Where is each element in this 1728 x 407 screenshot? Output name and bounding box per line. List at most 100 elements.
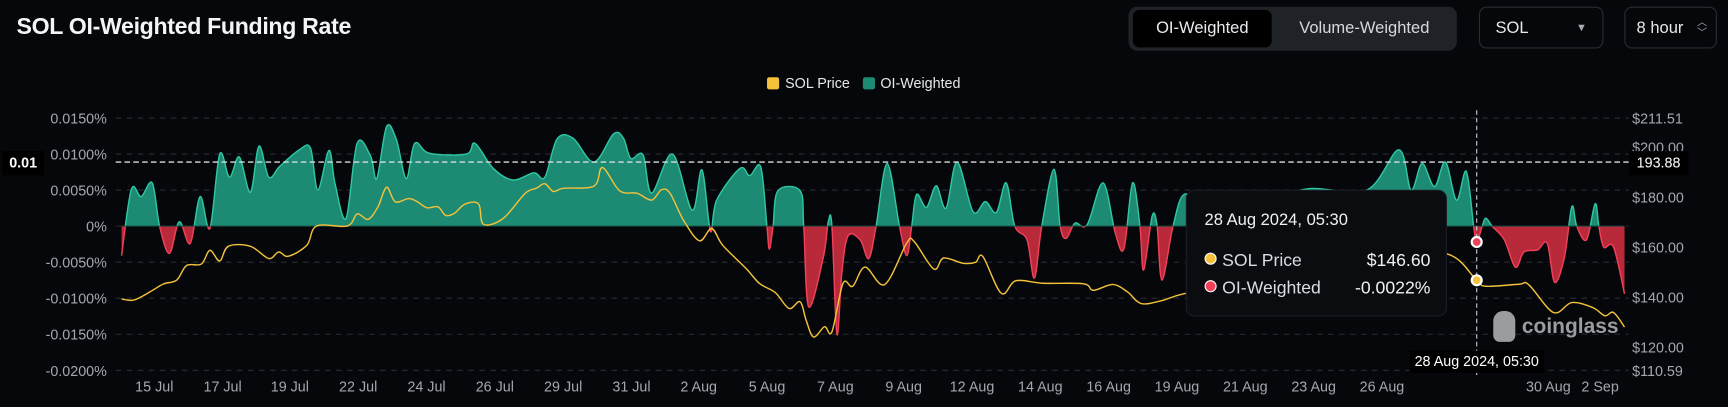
caret-down-icon: ▼	[1576, 22, 1587, 35]
x-axis-tick-label: 29 Jul	[544, 380, 582, 396]
left-axis-tick-label: -0.0150%	[46, 328, 108, 344]
oi-weighted-point	[1536, 249, 1538, 251]
sol-price-point	[524, 192, 526, 194]
oi-weighted-point	[925, 206, 927, 208]
tooltip-row-oi-weighted: OI-Weighted -0.0022%	[1204, 279, 1431, 299]
oi-weighted-point	[827, 221, 829, 223]
x-axis-tick-label: 7 Aug	[817, 380, 854, 396]
sol-price-point	[864, 266, 866, 268]
oi-weighted-point	[1476, 241, 1478, 243]
left-axis-tick-label: 0%	[86, 220, 107, 236]
legend-swatch	[767, 77, 780, 90]
sol-price-point	[444, 214, 446, 216]
oi-weighted-point	[151, 182, 153, 184]
oi-weighted-point	[556, 138, 558, 140]
oi-weighted-point	[268, 176, 270, 178]
sol-price-point	[722, 244, 724, 246]
oi-weighted-point	[868, 257, 870, 259]
sol-price-point	[1112, 283, 1114, 285]
x-axis-labels: 15 Jul 17 Jul 19 Jul 22 Jul 24 Jul 26 Jul 29 J…	[135, 380, 1619, 396]
oi-weighted-point	[1156, 225, 1158, 227]
oi-weighted-point	[875, 225, 877, 227]
interval-select-value: 8 hour	[1636, 18, 1684, 38]
oi-weighted-point	[808, 306, 810, 308]
sol-price-point	[367, 218, 369, 220]
oi-weighted-point	[984, 201, 986, 203]
oi-weighted-point	[209, 227, 211, 229]
legend-item-oi-weighted[interactable]: OI-Weighted	[862, 75, 960, 92]
right-axis-tick-label: $180.00	[1632, 190, 1684, 206]
coin-select-value: SOL	[1495, 18, 1529, 38]
oi-weighted-point	[1571, 206, 1573, 208]
sol-price-point	[544, 183, 546, 185]
oi-weighted-point	[1612, 246, 1614, 248]
crosshair-left-label: 0.01	[2, 151, 45, 176]
oi-weighted-point	[593, 161, 595, 163]
coin-select[interactable]: SOL ▼	[1478, 6, 1604, 49]
oi-weighted-point	[428, 152, 430, 154]
tooltip-row-sol-price: SOL Price $146.60	[1204, 251, 1430, 271]
sol-price-point	[535, 187, 537, 189]
sol-price-point	[974, 261, 976, 263]
x-axis-tick-label: 14 Aug	[1018, 380, 1063, 396]
oi-weighted-point	[1014, 225, 1016, 227]
sol-price-point	[287, 255, 289, 257]
oi-weighted-point	[847, 235, 849, 237]
sol-price-point	[502, 217, 504, 219]
sol-price-point	[823, 326, 825, 328]
oi-weighted-point	[1161, 279, 1163, 281]
left-axis-tick-label: 0.0150%	[50, 112, 107, 128]
oi-weighted-point	[189, 242, 191, 244]
oi-weighted-point	[1554, 281, 1556, 283]
sol-price-point	[377, 206, 379, 208]
oi-weighted-point	[768, 248, 770, 250]
sol-price-point	[1592, 306, 1594, 308]
x-axis-tick-label: 15 Jul	[135, 380, 173, 396]
oi-weighted-point	[258, 145, 260, 147]
oi-weighted-point	[1041, 225, 1043, 227]
oi-weighted-point	[334, 183, 336, 185]
oi-weighted-point	[906, 255, 908, 257]
oi-weighted-point	[760, 166, 762, 168]
sol-price-point	[227, 245, 229, 247]
x-axis-tick-label: 9 Aug	[885, 380, 922, 396]
oi-weighted-point	[544, 176, 546, 178]
oi-weighted-point	[1102, 182, 1104, 184]
sol-price-point	[1476, 279, 1478, 281]
sol-price-point	[185, 264, 187, 266]
oi-weighted-point	[831, 225, 833, 227]
sol-price-point	[698, 240, 700, 242]
sol-price-point	[906, 242, 908, 244]
oi-weighted-point	[1421, 162, 1423, 164]
left-axis-tick-label: -0.0100%	[46, 292, 108, 308]
x-axis-tick-label: 19 Jul	[271, 380, 309, 396]
x-axis-tick-label: 16 Aug	[1086, 380, 1131, 396]
oi-weighted-point	[572, 137, 574, 139]
oi-weighted-point	[1546, 242, 1548, 244]
oi-weighted-point	[749, 175, 751, 177]
oi-weighted-point	[799, 190, 801, 192]
sol-price-point	[219, 260, 221, 262]
sol-price-point	[1140, 302, 1142, 304]
x-axis-tick-label: 26 Jul	[476, 380, 514, 396]
oi-weighted-point	[1074, 222, 1076, 224]
tab-volume-weighted[interactable]: Volume-Weighted	[1299, 18, 1430, 38]
legend-item-sol-price[interactable]: SOL Price	[767, 75, 850, 92]
sol-price-point	[306, 244, 308, 246]
tab-oi-weighted[interactable]: OI-Weighted	[1132, 9, 1272, 48]
sol-price-point	[913, 240, 915, 242]
tooltip-value: -0.0022%	[1354, 279, 1431, 298]
sol-price-point	[562, 187, 564, 189]
oi-weighted-point	[650, 192, 652, 194]
sol-price-point	[464, 203, 466, 205]
oi-weighted-point	[622, 137, 624, 139]
interval-select[interactable]: 8 hour ︿ ﹀	[1624, 6, 1717, 49]
oi-weighted-point	[836, 333, 838, 335]
legend-label: SOL Price	[785, 75, 850, 92]
oi-weighted-point	[130, 188, 132, 190]
oi-weighted-point	[1444, 161, 1446, 163]
sol-price-line	[121, 166, 1626, 338]
sol-price-point	[1082, 283, 1084, 285]
